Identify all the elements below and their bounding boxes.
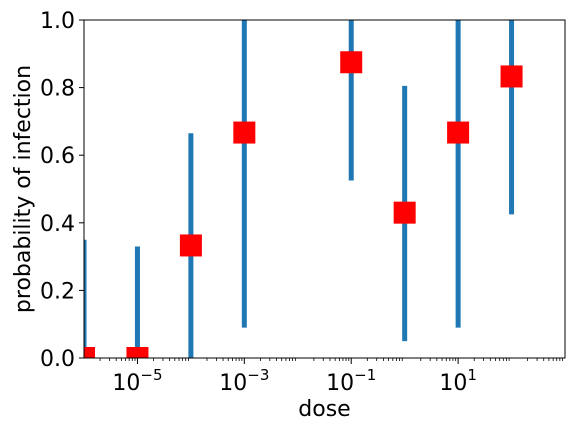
y-tick-label-1: 0.2 (40, 279, 75, 304)
data-marks (84, 20, 523, 358)
data-point-3 (233, 121, 256, 144)
y-tick-label-2: 0.4 (40, 212, 75, 237)
x-axis-label: dose (298, 397, 350, 422)
axes-frame (83, 19, 566, 359)
data-point-4 (340, 51, 363, 74)
ticks: 0.0 0.2 0.4 0.6 0.8 1.0 10−5 10−3 10−1 101 (40, 9, 563, 396)
axes (83, 19, 566, 359)
x-tick-label-0: 10−5 (112, 366, 162, 396)
data-point-5 (393, 201, 416, 224)
y-axis-label: probability of infection (11, 65, 36, 313)
data-point-7 (500, 65, 523, 88)
data-point-0 (84, 347, 95, 358)
data-point-6 (447, 121, 470, 144)
y-tick-label-0: 0.0 (40, 347, 75, 372)
y-tick-label-5: 1.0 (40, 9, 75, 34)
x-tick-label-3: 101 (439, 366, 477, 396)
y-tick-label-4: 0.8 (40, 77, 75, 102)
data-point-1 (126, 347, 149, 358)
x-tick-label-1: 10−3 (219, 366, 269, 396)
x-tick-label-2: 10−1 (326, 366, 376, 396)
plot-area (84, 20, 523, 358)
y-tick-label-3: 0.6 (40, 144, 75, 169)
data-point-2 (179, 234, 202, 257)
